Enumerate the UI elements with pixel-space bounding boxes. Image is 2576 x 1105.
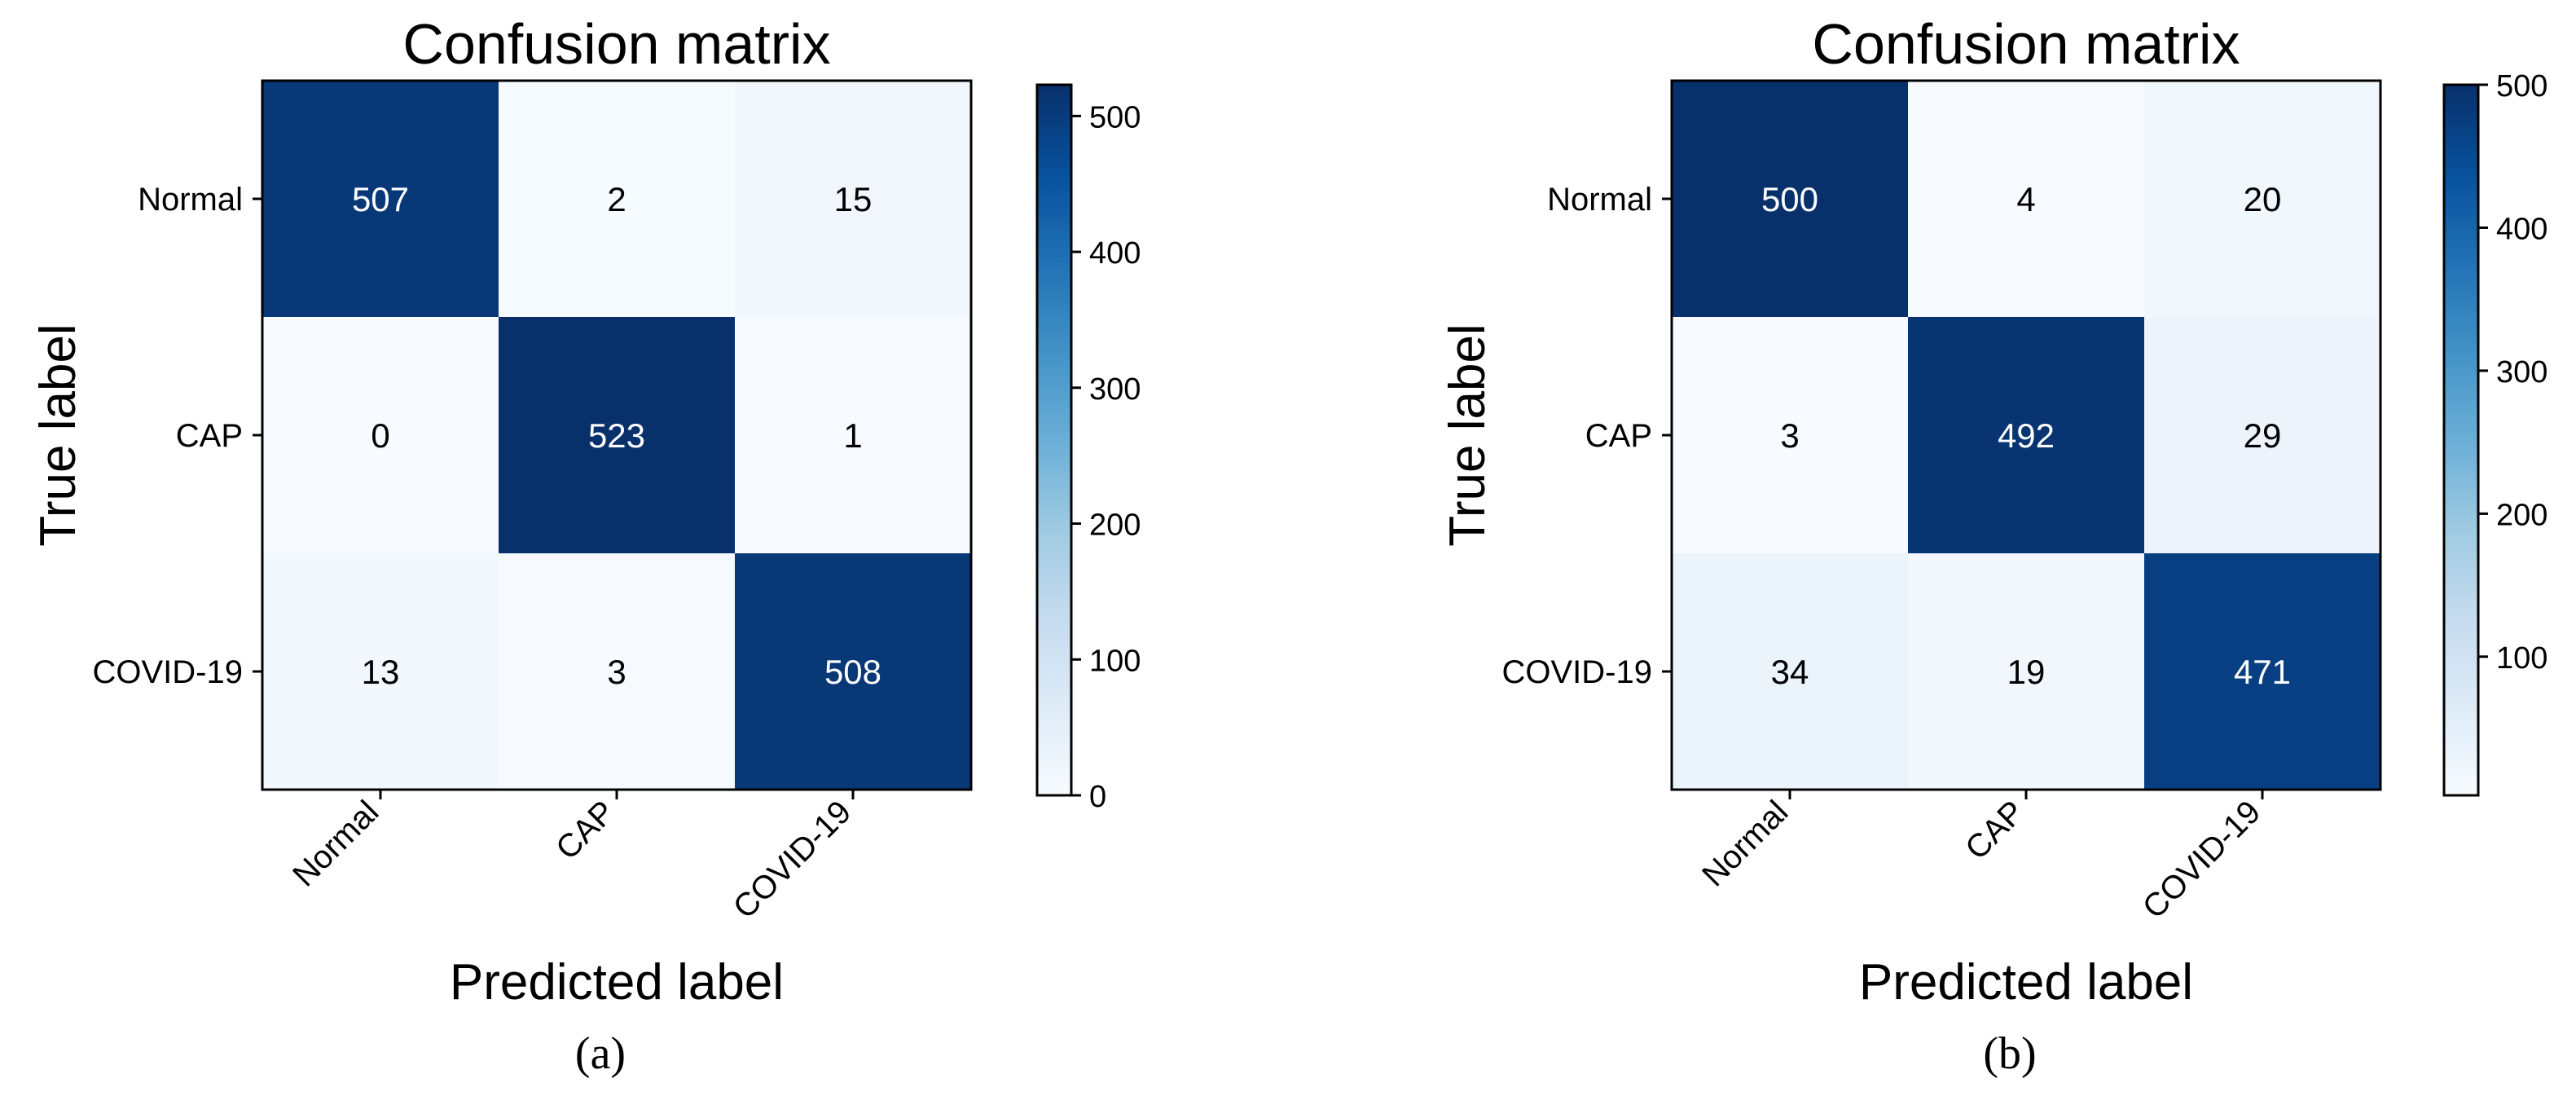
cell-value-label: 34 bbox=[1771, 653, 1809, 691]
heatmap-cell-r2-c1 bbox=[499, 553, 735, 790]
cell-value-label: 471 bbox=[2234, 653, 2291, 691]
colorbar-tick-label: 300 bbox=[1089, 372, 1141, 407]
x-tick-label: COVID-19 bbox=[727, 794, 859, 926]
cell-value-label: 1 bbox=[843, 416, 862, 455]
x-axis-label: Predicted label bbox=[450, 954, 784, 1010]
colorbar-frame bbox=[1035, 83, 1073, 797]
colorbar bbox=[1037, 85, 1071, 795]
colorbar-tick-label: 100 bbox=[1089, 644, 1141, 678]
colorbar-tick-label: 200 bbox=[2496, 498, 2547, 532]
colorbar-tick-label: 100 bbox=[2496, 641, 2547, 676]
colorbar-tick-label: 300 bbox=[2496, 355, 2547, 390]
cell-value-label: 3 bbox=[607, 653, 626, 691]
colorbar-tick-label: 200 bbox=[1089, 508, 1141, 543]
heatmap-cell-r2-c2 bbox=[735, 553, 971, 790]
y-tick-label: Normal bbox=[1547, 182, 1652, 218]
y-tick-label: CAP bbox=[176, 418, 243, 454]
subfigure-caption: (a) bbox=[575, 1028, 626, 1079]
x-tick-label: CAP bbox=[1958, 794, 2031, 866]
heatmap-cell-r0-c1 bbox=[499, 81, 735, 317]
cell-value-label: 492 bbox=[1998, 416, 2055, 455]
heatmap-cell-r1-c1 bbox=[499, 317, 735, 553]
colorbar-tick-label: 400 bbox=[2496, 212, 2547, 246]
colorbar-frame bbox=[2442, 83, 2480, 797]
y-tick-label: CAP bbox=[1585, 418, 1652, 454]
chart-title: Confusion matrix bbox=[402, 12, 830, 76]
heatmap-cell-r1-c1 bbox=[1908, 317, 2144, 553]
colorbar-tick-label: 500 bbox=[2496, 69, 2547, 103]
heatmap-cell-r1-c2 bbox=[2144, 317, 2380, 553]
confusion-matrix-panel-b: Confusion matrix 500 4 20 3 492 29 34 19 471 Norma… bbox=[1440, 12, 2547, 1079]
cell-value-label: 13 bbox=[362, 653, 400, 691]
cell-value-label: 29 bbox=[2244, 416, 2282, 455]
heatmap-cell-r2-c2 bbox=[2144, 553, 2380, 790]
y-tick-label: Normal bbox=[138, 182, 243, 218]
confusion-matrix-panel-a: Confusion matrix 507 2 15 0 523 1 13 3 508 Normal C… bbox=[30, 12, 1141, 1079]
cell-value-label: 19 bbox=[2007, 653, 2046, 691]
colorbar-tick-label: 400 bbox=[1089, 236, 1141, 271]
y-tick-label: COVID-19 bbox=[1502, 654, 1653, 690]
heatmap-cell-r2-c1 bbox=[1908, 553, 2144, 790]
heatmap-cell-r1-c0 bbox=[262, 317, 499, 553]
heatmap-cell-r0-c2 bbox=[2144, 81, 2380, 317]
y-axis-label: True label bbox=[30, 324, 86, 546]
heatmap-cell-r0-c1 bbox=[1908, 81, 2144, 317]
x-tick-label: Normal bbox=[1695, 794, 1795, 893]
heatmap-cell-r1-c2 bbox=[735, 317, 971, 553]
cell-value-label: 20 bbox=[2244, 180, 2282, 218]
y-tick-label: COVID-19 bbox=[93, 654, 244, 690]
cell-value-label: 508 bbox=[824, 653, 881, 691]
x-axis-label: Predicted label bbox=[1859, 954, 2193, 1010]
chart-title: Confusion matrix bbox=[1812, 12, 2240, 76]
colorbar-tick-label: 500 bbox=[1089, 100, 1141, 134]
heatmap-cell-r2-c0 bbox=[262, 553, 499, 790]
heatmap-cell-r2-c0 bbox=[1672, 553, 1908, 790]
heatmap-cell-r0-c0 bbox=[1672, 81, 1908, 317]
subfigure-caption: (b) bbox=[1983, 1028, 2036, 1079]
cell-value-label: 15 bbox=[834, 180, 873, 218]
heatmap-cell-r0-c2 bbox=[735, 81, 971, 317]
cell-value-label: 4 bbox=[2016, 180, 2035, 218]
y-axis-label: True label bbox=[1440, 324, 1496, 546]
heatmap-cell-r1-c0 bbox=[1672, 317, 1908, 553]
cell-value-label: 3 bbox=[1780, 416, 1799, 455]
cell-value-label: 2 bbox=[607, 180, 626, 218]
cell-value-label: 0 bbox=[371, 416, 389, 455]
colorbar bbox=[2444, 85, 2478, 795]
cell-value-label: 523 bbox=[588, 416, 645, 455]
x-tick-label: Normal bbox=[286, 794, 385, 893]
cell-value-label: 507 bbox=[352, 180, 409, 218]
heatmap-cell-r0-c0 bbox=[262, 81, 499, 317]
cell-value-label: 500 bbox=[1761, 180, 1818, 218]
x-tick-label: CAP bbox=[549, 794, 622, 866]
x-tick-label: COVID-19 bbox=[2136, 794, 2268, 926]
colorbar-tick-label: 0 bbox=[1089, 780, 1106, 814]
